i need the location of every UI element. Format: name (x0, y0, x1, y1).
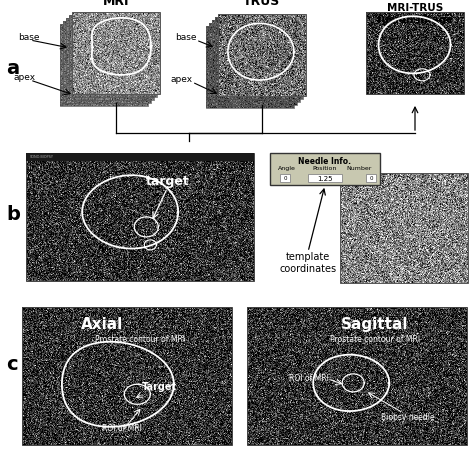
Bar (308, 174, 342, 182)
Text: 0: 0 (283, 176, 287, 181)
Text: MRI: MRI (103, 0, 129, 8)
Text: Axial: Axial (81, 317, 123, 332)
Text: apex: apex (14, 74, 36, 83)
Bar (215, 17, 303, 99)
Bar (26, 153, 254, 161)
Bar (22, 307, 232, 445)
Text: base: base (18, 33, 39, 42)
Text: ROI of MRI: ROI of MRI (289, 374, 329, 383)
Bar (340, 173, 468, 283)
Text: MRI-TRUS
fusion image: MRI-TRUS fusion image (377, 3, 453, 25)
Bar (212, 20, 300, 102)
Bar (66, 18, 154, 100)
Bar (206, 26, 294, 108)
Text: Needle Info.: Needle Info. (299, 157, 352, 166)
Text: Target: Target (142, 382, 177, 392)
Bar (270, 153, 380, 185)
Text: 1.25: 1.25 (317, 176, 333, 182)
Text: Prostate contour of MRI: Prostate contour of MRI (94, 335, 185, 344)
Text: ROI of MRI: ROI of MRI (102, 424, 142, 433)
Text: template
coordinates: template coordinates (280, 252, 337, 274)
Text: TRUS: TRUS (243, 0, 281, 8)
Bar (247, 307, 467, 445)
Bar (26, 153, 254, 281)
Text: a: a (6, 59, 19, 78)
Bar (69, 15, 157, 97)
Text: Sagittal: Sagittal (341, 317, 408, 332)
Bar (280, 174, 290, 182)
Text: Prostate contour of MRI: Prostate contour of MRI (329, 335, 419, 344)
Bar (366, 174, 376, 182)
Bar (218, 14, 306, 96)
Text: Biopsy needle: Biopsy needle (382, 413, 435, 422)
Text: SONO.BIOPSY: SONO.BIOPSY (30, 155, 54, 159)
Text: target: target (146, 175, 189, 188)
Text: Number: Number (346, 166, 372, 171)
Text: apex: apex (171, 75, 193, 84)
Text: 0: 0 (369, 176, 373, 181)
Bar (63, 21, 151, 103)
Bar (209, 23, 297, 105)
Text: b: b (6, 206, 20, 225)
Bar (60, 24, 148, 106)
Bar (72, 12, 160, 94)
Text: c: c (6, 355, 18, 374)
Text: Angle: Angle (278, 166, 296, 171)
Text: base: base (175, 33, 197, 42)
Bar (366, 12, 464, 94)
Text: Position: Position (313, 166, 337, 171)
